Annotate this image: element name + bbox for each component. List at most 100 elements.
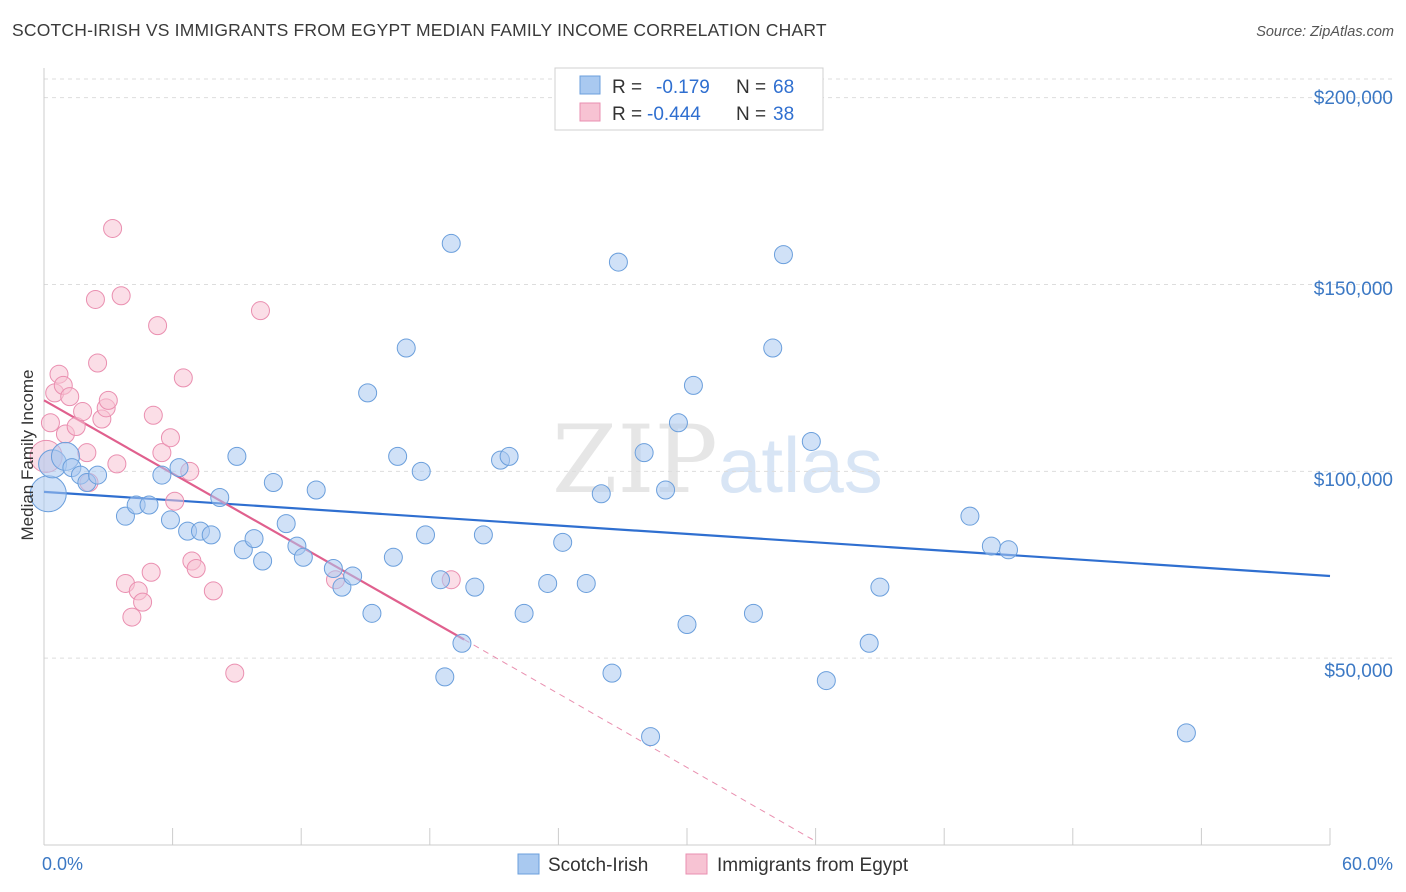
- point-scotch-irish-38: [441, 233, 461, 253]
- point-scotch-irish-49: [602, 663, 622, 683]
- point-scotch-irish-51: [634, 443, 654, 463]
- point-egypt-27: [160, 428, 180, 448]
- point-scotch-irish-59: [773, 245, 793, 265]
- point-scotch-irish-26: [323, 558, 343, 578]
- point-scotch-irish-67: [1176, 723, 1196, 743]
- legend-n-value-1: 68: [773, 77, 794, 98]
- data-points: [29, 218, 1196, 747]
- point-egypt-23: [141, 562, 161, 582]
- point-scotch-irish-11: [160, 510, 180, 530]
- legend-n-value-2: 38: [773, 104, 794, 125]
- point-egypt-8: [73, 402, 93, 422]
- point-egypt-16: [107, 454, 127, 474]
- point-scotch-irish-12: [169, 458, 189, 478]
- point-scotch-irish-65: [981, 536, 1001, 556]
- point-scotch-irish-32: [388, 446, 408, 466]
- point-scotch-irish-21: [263, 473, 283, 493]
- legend-n-label-1: N =: [736, 77, 766, 98]
- trend-lines: [43, 399, 1331, 842]
- y-tick-label-200000: $200,000: [1314, 88, 1393, 109]
- legend-r-label-2: R =: [612, 104, 642, 125]
- source-label: Source: ZipAtlas.com: [1256, 24, 1394, 40]
- y-axis-title: Median Family Income: [18, 369, 37, 540]
- watermark: ZIP atlas: [552, 406, 883, 515]
- point-scotch-irish-31: [383, 547, 403, 567]
- legend-swatch-scotch-irish: [579, 75, 601, 95]
- y-tick-label-150000: $150,000: [1314, 279, 1393, 300]
- point-scotch-irish-62: [859, 633, 879, 653]
- point-scotch-irish-56: [683, 375, 703, 395]
- point-egypt-35: [250, 301, 270, 321]
- point-scotch-irish-64: [960, 506, 980, 526]
- point-scotch-irish-46: [553, 532, 573, 552]
- legend-r-value-2: -0.444: [647, 104, 701, 125]
- x-tick-label-min: 0.0%: [42, 854, 83, 874]
- point-scotch-irish-53: [656, 480, 676, 500]
- point-egypt-6: [60, 387, 80, 407]
- point-egypt-22: [133, 592, 153, 612]
- point-scotch-irish-58: [763, 338, 783, 358]
- chart-title: SCOTCH-IRISH VS IMMIGRANTS FROM EGYPT ME…: [12, 20, 827, 40]
- point-egypt-15: [98, 390, 118, 410]
- point-scotch-irish-34: [411, 461, 431, 481]
- point-scotch-irish-25: [306, 480, 326, 500]
- y-tick-label-50000: $50,000: [1324, 661, 1393, 682]
- bottom-legend: Scotch-Irish Immigrants from Egypt: [517, 853, 909, 876]
- point-scotch-irish-9: [139, 495, 159, 515]
- point-scotch-irish-30: [362, 603, 382, 623]
- point-scotch-irish-40: [465, 577, 485, 597]
- point-scotch-irish-55: [677, 615, 697, 635]
- point-egypt-32: [186, 558, 206, 578]
- y-tick-label-100000: $100,000: [1314, 470, 1393, 491]
- point-scotch-irish-22: [276, 514, 296, 534]
- point-scotch-irish-54: [668, 413, 688, 433]
- point-egypt-9: [77, 443, 97, 463]
- trend-line-scotch-irish: [43, 490, 1331, 578]
- trend-line-egypt-extension: [463, 639, 816, 842]
- point-egypt-34: [225, 663, 245, 683]
- point-scotch-irish-39: [452, 633, 472, 653]
- point-scotch-irish-50: [608, 252, 628, 272]
- point-scotch-irish-15: [201, 525, 221, 545]
- point-scotch-irish-44: [514, 603, 534, 623]
- point-scotch-irish-33: [396, 338, 416, 358]
- point-scotch-irish-36: [431, 570, 451, 590]
- point-scotch-irish-63: [870, 577, 890, 597]
- point-scotch-irish-52: [641, 727, 661, 747]
- bottom-legend-swatch-egypt: [685, 853, 708, 875]
- point-scotch-irish-10: [152, 465, 172, 485]
- legend-n-label-2: N =: [736, 104, 766, 125]
- point-scotch-irish-19: [244, 529, 264, 549]
- point-egypt-20: [122, 607, 142, 627]
- point-egypt-11: [85, 289, 105, 309]
- point-egypt-1: [40, 413, 60, 433]
- bottom-legend-label-scotch-irish: Scotch-Irish: [548, 855, 648, 876]
- point-egypt-26: [152, 443, 172, 463]
- point-scotch-irish-29: [358, 383, 378, 403]
- watermark-zip: ZIP: [552, 406, 718, 515]
- point-egypt-24: [143, 405, 163, 425]
- legend-r-value-1: -0.179: [656, 77, 710, 98]
- point-scotch-irish-66: [999, 540, 1018, 560]
- bottom-legend-label-egypt: Immigrants from Egypt: [717, 855, 909, 876]
- point-scotch-irish-24: [293, 547, 313, 567]
- point-scotch-irish-28: [343, 566, 363, 586]
- point-scotch-irish-20: [253, 551, 273, 571]
- point-scotch-irish-35: [416, 525, 436, 545]
- point-scotch-irish-6: [88, 465, 108, 485]
- point-egypt-12: [88, 353, 108, 373]
- gridlines: [44, 78, 1393, 659]
- point-scotch-irish-41: [473, 525, 493, 545]
- point-egypt-29: [173, 368, 193, 388]
- point-scotch-irish-45: [538, 573, 558, 593]
- point-scotch-irish-37: [435, 667, 455, 687]
- point-egypt-18: [111, 286, 131, 306]
- point-scotch-irish-47: [576, 573, 596, 593]
- point-scotch-irish-16: [210, 487, 230, 507]
- legend-swatch-egypt: [579, 102, 601, 122]
- point-egypt-17: [103, 218, 123, 238]
- point-scotch-irish-17: [227, 446, 247, 466]
- watermark-atlas: atlas: [718, 421, 883, 509]
- legend-r-label-1: R =: [612, 77, 642, 98]
